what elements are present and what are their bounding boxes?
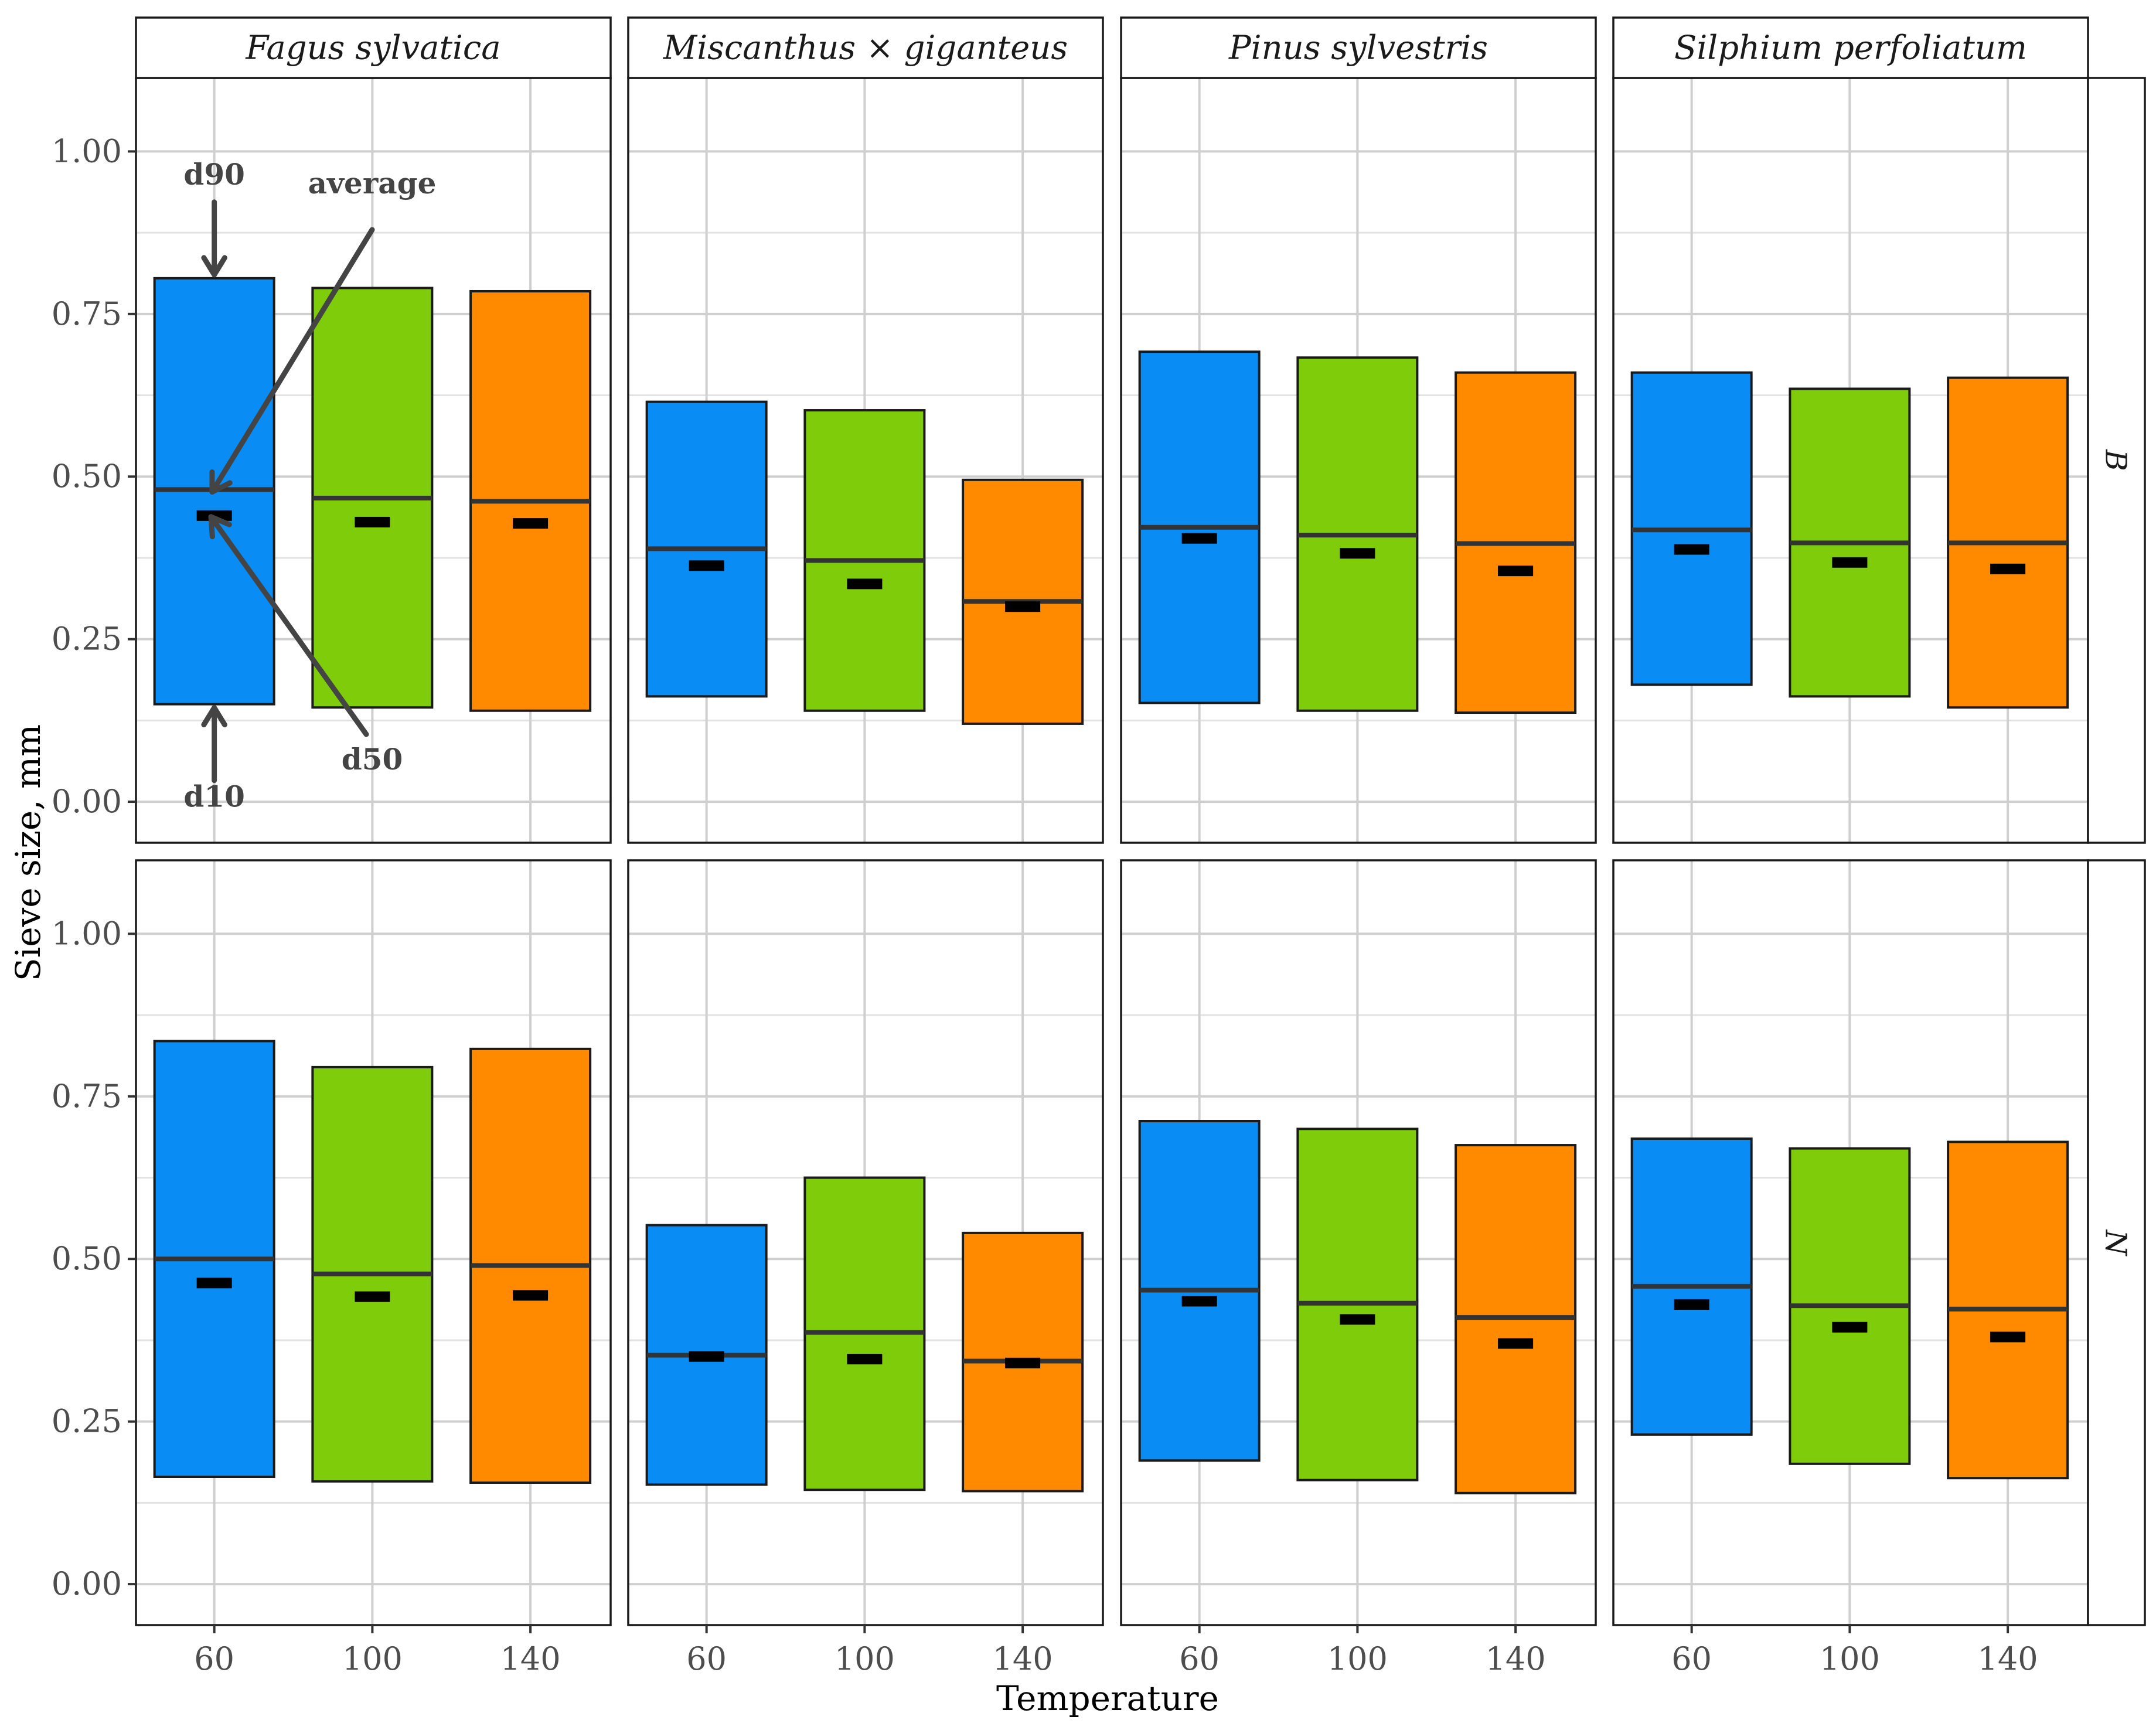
x-tick-label: 140 [993, 1640, 1053, 1677]
x-tick-label: 140 [1978, 1640, 2038, 1677]
y-tick-label: 0.50 [52, 458, 122, 495]
y-tick-label: 1.00 [52, 132, 122, 169]
annotation-d50-label: d50 [342, 742, 403, 777]
average-marker-b-pinus-sylvestris-140 [1498, 566, 1534, 577]
annotation-d10-label: d10 [183, 779, 245, 814]
average-marker-b-fagus-sylvatica-140 [513, 518, 549, 529]
column-strip-label: Silphium perfoliatum [1674, 29, 2027, 67]
column-strip-label: Miscanthus × giganteus [663, 29, 1068, 67]
column-strip-miscanthus-giganteus [627, 16, 1104, 79]
average-marker-n-fagus-sylvatica-140 [513, 1290, 549, 1301]
average-marker-b-miscanthus-giganteus-60 [689, 560, 724, 571]
column-strip-silphium-perfoliatum [1612, 16, 2089, 79]
row-strip-n [2087, 859, 2146, 1626]
average-marker-b-pinus-sylvestris-60 [1181, 533, 1217, 544]
d50-arrow-head [208, 514, 232, 540]
annotation-average-label: average [308, 166, 437, 200]
axes-layer: 0.00 0.25 0.50 0.75 1.00 0.00 0.25 0.50 0.75 1.00… [52, 132, 2038, 1677]
average-marker-n-fagus-sylvatica-60 [196, 1278, 232, 1289]
bars-layer [153, 277, 2069, 1494]
x-tick-label: 100 [1327, 1640, 1388, 1677]
x-axis-title: Temperature [996, 1678, 1219, 1718]
average-marker-n-miscanthus-giganteus-140 [1005, 1357, 1041, 1368]
column-strip-label: Fagus sylvatica [245, 29, 500, 67]
average-marker-n-pinus-sylvestris-100 [1340, 1314, 1375, 1325]
x-tick-label: 100 [1820, 1640, 1880, 1677]
average-marker-n-silphium-perfoliatum-100 [1832, 1322, 1868, 1333]
annotation-layer: d90 d10 average d50 [183, 157, 436, 814]
y-tick-label: 0.00 [52, 783, 122, 820]
average-marker-n-pinus-sylvestris-60 [1181, 1296, 1217, 1307]
average-marker-b-miscanthus-giganteus-100 [847, 578, 883, 590]
strips-layer: Fagus sylvatica Miscanthus × giganteus Pin… [135, 16, 2146, 1626]
d50-arrow [208, 514, 369, 737]
row-strip-label: N [2099, 1230, 2133, 1257]
y-tick-label: 0.75 [52, 295, 122, 332]
y-tick-label: 0.25 [52, 1403, 122, 1440]
y-tick-label: 0.25 [52, 621, 122, 658]
x-tick-label: 140 [500, 1640, 561, 1677]
row-strip-b [2087, 77, 2146, 844]
x-tick-label: 100 [835, 1640, 895, 1677]
column-strip-fagus-sylvatica [135, 16, 612, 79]
average-marker-b-silphium-perfoliatum-100 [1832, 557, 1868, 568]
average-marker-n-silphium-perfoliatum-60 [1674, 1299, 1709, 1310]
x-tick-label: 140 [1486, 1640, 1546, 1677]
row-strip-label: B [2099, 449, 2133, 471]
x-tick-label: 60 [686, 1640, 727, 1677]
average-marker-b-pinus-sylvestris-100 [1340, 548, 1375, 559]
x-tick-label: 60 [194, 1640, 234, 1677]
d10-arrow-head [201, 705, 227, 728]
average-marker-n-fagus-sylvatica-100 [355, 1291, 390, 1302]
average-marker-b-miscanthus-giganteus-140 [1005, 601, 1041, 612]
average-marker-b-silphium-perfoliatum-140 [1990, 563, 2026, 574]
x-tick-label: 100 [342, 1640, 403, 1677]
d90-arrow-head [201, 255, 227, 278]
y-tick-label: 0.75 [52, 1078, 122, 1115]
average-marker-n-silphium-perfoliatum-140 [1990, 1331, 2026, 1343]
average-arrow [209, 227, 375, 495]
average-marker-n-miscanthus-giganteus-60 [689, 1351, 724, 1362]
y-tick-label: 0.00 [52, 1565, 122, 1602]
y-tick-label: 1.00 [52, 915, 122, 952]
average-marker-n-miscanthus-giganteus-100 [847, 1354, 883, 1365]
annotation-d90-label: d90 [183, 157, 245, 192]
column-strip-pinus-sylvestris [1120, 16, 1597, 79]
y-tick-label: 0.50 [52, 1240, 122, 1277]
average-marker-b-fagus-sylvatica-100 [355, 516, 390, 527]
x-tick-label: 60 [1671, 1640, 1712, 1677]
x-tick-label: 60 [1179, 1640, 1220, 1677]
average-marker-n-pinus-sylvestris-140 [1498, 1338, 1534, 1349]
column-strip-label: Pinus sylvestris [1228, 29, 1488, 67]
y-axis-title: Sieve size, mm [8, 724, 48, 981]
average-arrow-head [209, 469, 233, 495]
average-marker-b-silphium-perfoliatum-60 [1674, 544, 1709, 555]
